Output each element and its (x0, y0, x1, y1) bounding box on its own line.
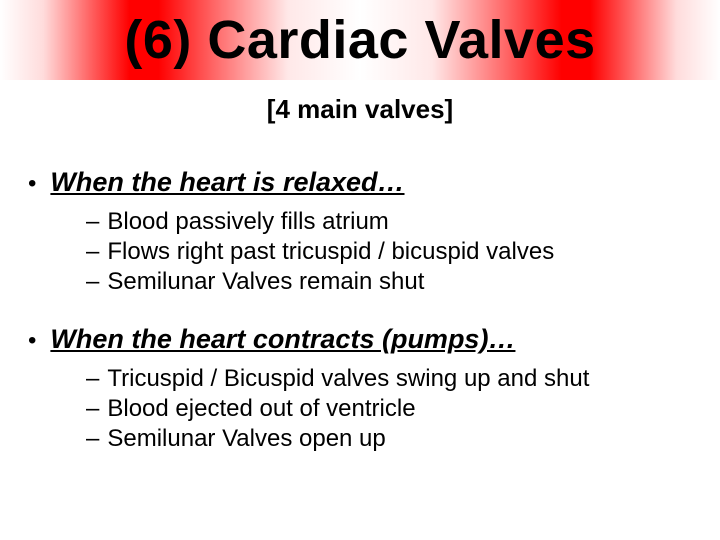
dash-icon: – (86, 208, 99, 236)
list-item-text: Semilunar Valves open up (107, 425, 385, 453)
slide-subtitle: [4 main valves] (0, 94, 720, 125)
list-item: – Semilunar Valves open up (86, 425, 692, 453)
bullet-icon: • (28, 329, 36, 353)
list-item: – Blood passively fills atrium (86, 208, 692, 236)
list-item: – Flows right past tricuspid / bicuspid … (86, 238, 692, 266)
list-item-text: Tricuspid / Bicuspid valves swing up and… (107, 365, 589, 393)
slide-title: (6) Cardiac Valves (124, 9, 595, 71)
list-item: – Tricuspid / Bicuspid valves swing up a… (86, 365, 692, 393)
content-area: • When the heart is relaxed… – Blood pas… (0, 125, 720, 453)
dash-icon: – (86, 238, 99, 266)
list-item-text: Semilunar Valves remain shut (107, 268, 424, 296)
list-item-text: Blood passively fills atrium (107, 208, 388, 236)
list-item-text: Blood ejected out of ventricle (107, 395, 415, 423)
title-banner: (6) Cardiac Valves (0, 0, 720, 80)
dash-icon: – (86, 395, 99, 423)
section-heading: • When the heart is relaxed… (28, 167, 692, 198)
subitem-list: – Tricuspid / Bicuspid valves swing up a… (86, 365, 692, 453)
dash-icon: – (86, 365, 99, 393)
dash-icon: – (86, 425, 99, 453)
section-title-text: When the heart contracts (pumps)… (50, 324, 515, 355)
section-title-text: When the heart is relaxed… (50, 167, 404, 198)
list-item-text: Flows right past tricuspid / bicuspid va… (107, 238, 554, 266)
list-item: – Blood ejected out of ventricle (86, 395, 692, 423)
list-item: – Semilunar Valves remain shut (86, 268, 692, 296)
bullet-icon: • (28, 172, 36, 196)
section-heading: • When the heart contracts (pumps)… (28, 324, 692, 355)
subitem-list: – Blood passively fills atrium – Flows r… (86, 208, 692, 296)
dash-icon: – (86, 268, 99, 296)
